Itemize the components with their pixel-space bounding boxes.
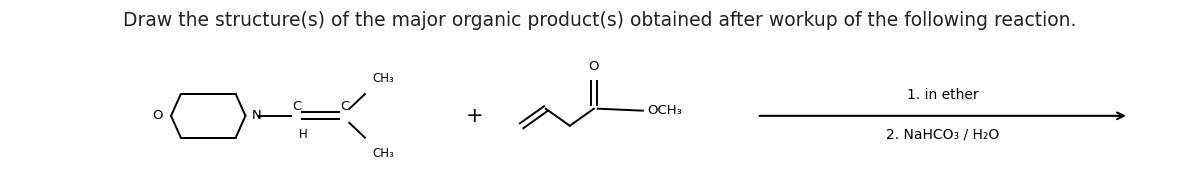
Text: H: H bbox=[299, 128, 307, 141]
Text: O: O bbox=[589, 60, 599, 73]
Text: O: O bbox=[152, 109, 163, 122]
Text: C: C bbox=[292, 100, 301, 113]
Text: N: N bbox=[251, 109, 262, 122]
Text: +: + bbox=[466, 106, 484, 126]
Text: CH₃: CH₃ bbox=[373, 72, 395, 85]
Text: 1. in ether: 1. in ether bbox=[907, 88, 978, 102]
Text: Draw the structure(s) of the major organic product(s) obtained after workup of t: Draw the structure(s) of the major organ… bbox=[124, 11, 1076, 30]
Text: C: C bbox=[341, 100, 350, 113]
Text: 2. NaHCO₃ / H₂O: 2. NaHCO₃ / H₂O bbox=[886, 128, 1000, 142]
Text: OCH₃: OCH₃ bbox=[648, 104, 683, 117]
Text: CH₃: CH₃ bbox=[373, 147, 395, 160]
